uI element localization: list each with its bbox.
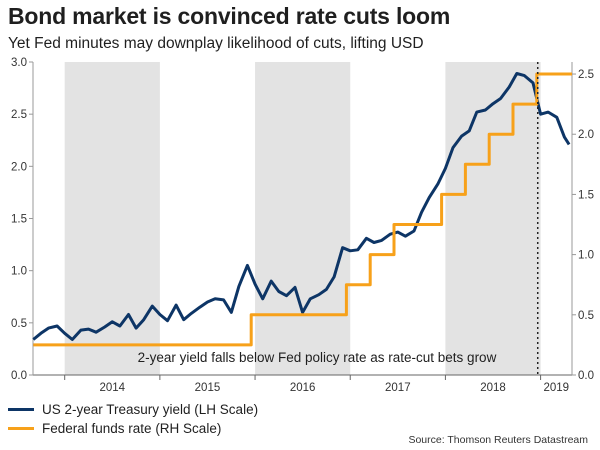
series-group [32, 72, 572, 347]
legend-label-fedfunds: Federal funds rate (RH Scale) [42, 421, 222, 436]
legend-item-yield: US 2-year Treasury yield (LH Scale) [8, 400, 258, 419]
chart-title: Bond market is convinced rate cuts loom [8, 3, 451, 29]
chart-svg: 0.0 0.5 1.0 1.5 2.0 2.5 3.0 0.0 0.5 1.0 1.5 2.0 2.5 2… [11, 57, 594, 394]
shaded-year-2018 [445, 62, 541, 375]
chart-subtitle: Yet Fed minutes may downplay likelihood … [8, 35, 424, 52]
legend-swatch-yield [8, 408, 34, 411]
left-tick-label: 3.0 [11, 57, 27, 69]
right-tick-label: 1.0 [578, 250, 594, 262]
right-tick-label: 0.5 [578, 310, 594, 322]
left-tick-label: 2.0 [11, 161, 27, 173]
x-tick-label: 2019 [543, 382, 569, 394]
left-tick-label: 2.5 [11, 109, 27, 121]
overlay-group: 2-year yield falls below Fed policy rate… [138, 62, 539, 375]
right-tick-label: 2.0 [578, 129, 594, 141]
annotation-text: 2-year yield falls below Fed policy rate… [138, 350, 497, 365]
x-tick-label: 2014 [99, 382, 125, 394]
source-note: Source: Thomson Reuters Datastream [408, 434, 588, 446]
legend-label-yield: US 2-year Treasury yield (LH Scale) [42, 402, 259, 417]
x-tick-label: 2016 [290, 382, 316, 394]
left-tick-label: 1.0 [11, 266, 27, 278]
legend: US 2-year Treasury yield (LH Scale) Fede… [8, 400, 258, 438]
x-tick-label: 2015 [195, 382, 221, 394]
right-tick-label: 2.5 [578, 69, 594, 81]
right-tick-label: 0.0 [578, 370, 594, 382]
year-shading-group [64, 62, 541, 375]
right-tick-label: 1.5 [578, 189, 594, 201]
left-tick-label: 1.5 [11, 214, 27, 226]
x-tick-label: 2017 [385, 382, 411, 394]
shaded-year-2016 [255, 62, 351, 375]
legend-swatch-fedfunds [8, 427, 34, 430]
left-tick-label: 0.5 [11, 318, 27, 330]
series-line-yield [32, 72, 571, 341]
series-line-fedfunds [33, 72, 572, 347]
x-tick-label: 2018 [480, 382, 506, 394]
shaded-year-2014 [64, 62, 160, 375]
left-tick-label: 0.0 [11, 370, 27, 382]
axes-group: 0.0 0.5 1.0 1.5 2.0 2.5 3.0 0.0 0.5 1.0 1.5 2.0 2.5 2… [11, 57, 594, 394]
legend-item-fedfunds: Federal funds rate (RH Scale) [8, 419, 258, 438]
